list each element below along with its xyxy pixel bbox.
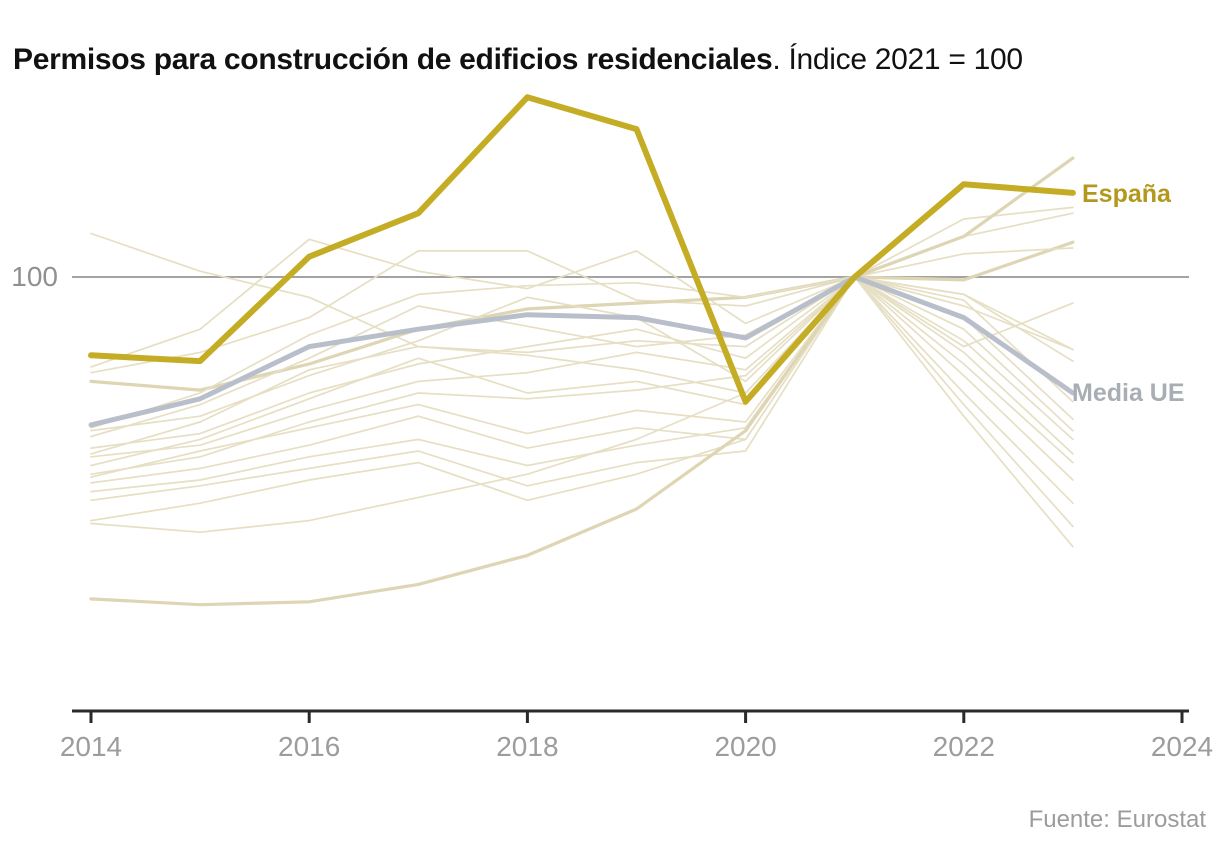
background-country-line-10 [90, 276, 1074, 458]
background-country-line-11 [90, 276, 1074, 467]
eu-mean-line-label: Media UE [1072, 379, 1185, 407]
chart-title-suffix: . Índice 2021 = 100 [772, 43, 1023, 77]
background-country-line-16 [90, 276, 1074, 548]
background-country-line-6 [90, 276, 1074, 432]
background-country-line-18 [90, 276, 1074, 534]
x-tick-label-2022: 2022 [932, 731, 995, 762]
chart-title: Permisos para construcción de edificios … [13, 42, 1203, 78]
x-tick-label-2014: 2014 [59, 731, 123, 762]
background-country-line-3 [90, 206, 1074, 374]
eu-mean-line [88, 274, 1076, 428]
x-tick-label-2018: 2018 [496, 731, 559, 762]
background-country-line-15 [90, 276, 1074, 528]
y-axis-reference-label: 100 [11, 261, 58, 292]
background-country-line-19 [89, 156, 1075, 607]
x-tick-label-2024: 2024 [1150, 731, 1214, 762]
source-credit: Fuente: Eurostat [1028, 806, 1206, 833]
background-country-line-17 [90, 276, 1074, 522]
background-country-line-2 [90, 212, 1074, 368]
x-tick-label-2016: 2016 [278, 731, 341, 762]
x-tick-label-2020: 2020 [714, 731, 777, 762]
background-country-line-4 [89, 240, 1075, 392]
spain-line-label: España [1082, 180, 1171, 208]
chart-title-main: Permisos para construcción de edificios … [13, 43, 773, 77]
background-country-line-14 [90, 276, 1074, 505]
background-country-line-7 [90, 276, 1074, 438]
background-country-line-13 [90, 276, 1074, 481]
background-country-line-5 [90, 247, 1074, 429]
spain-line [88, 94, 1076, 405]
